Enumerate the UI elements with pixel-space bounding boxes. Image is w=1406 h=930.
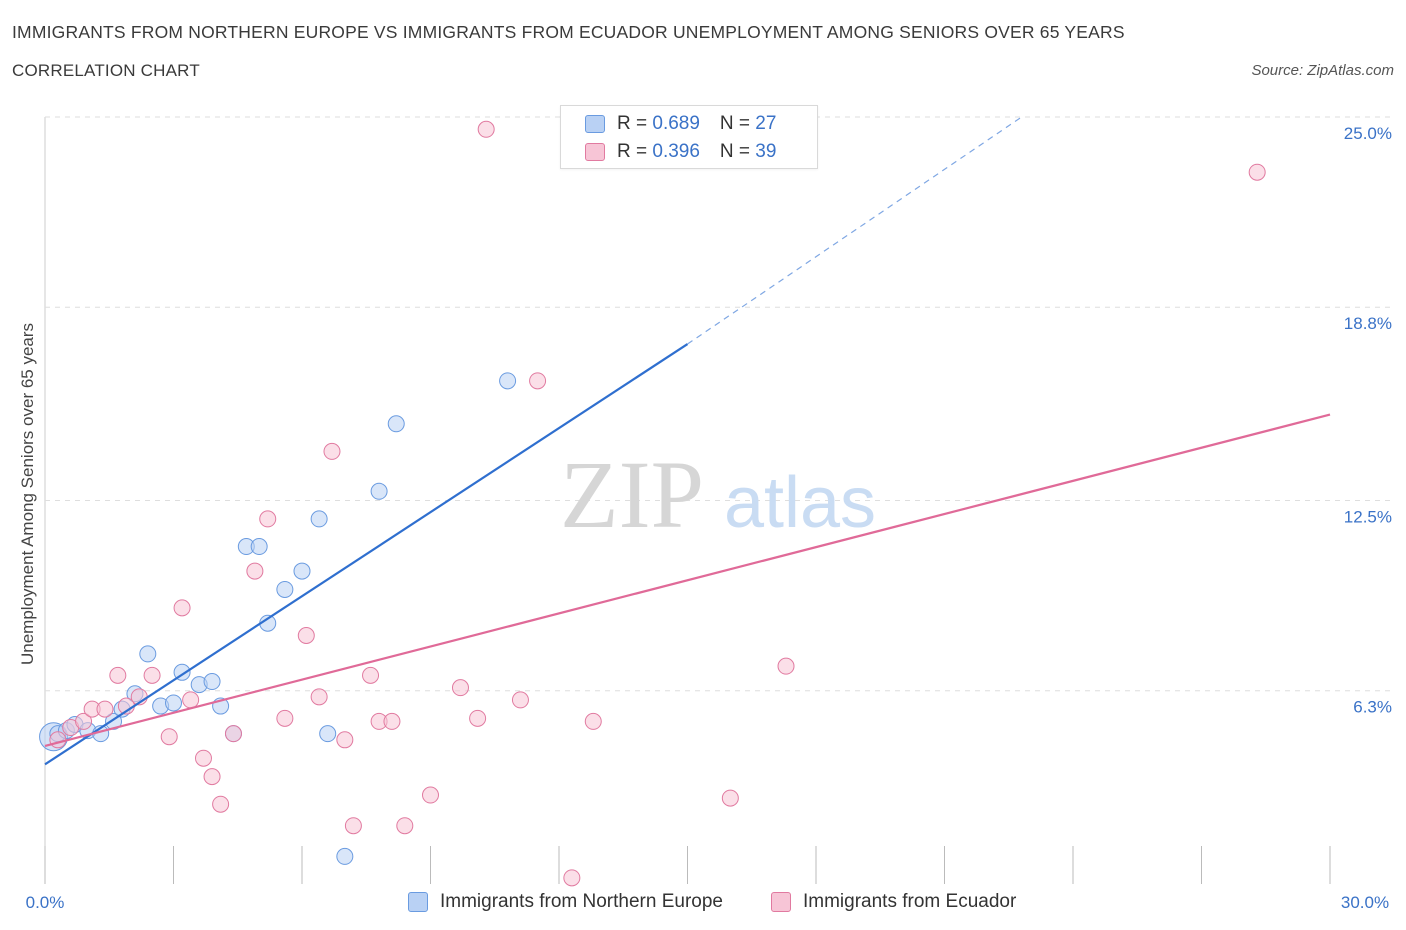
data-point: [165, 694, 182, 712]
data-point: [96, 700, 114, 718]
legend-item-northern-europe[interactable]: Immigrants from Northern Europe: [408, 889, 723, 915]
data-point: [276, 709, 294, 727]
legend-label-ecuador: Immigrants from Ecuador: [803, 891, 1017, 912]
blue-legend-icon: [408, 892, 428, 912]
legend-item-ecuador[interactable]: Immigrants from Ecuador: [771, 889, 1016, 915]
data-point: [173, 599, 191, 617]
data-point: [182, 691, 200, 709]
data-point: [297, 626, 315, 644]
data-point: [310, 510, 328, 528]
data-point: [310, 688, 328, 706]
data-point: [383, 712, 401, 730]
pink-swatch-icon: [585, 143, 605, 161]
data-point: [387, 415, 405, 433]
y-tick-label: 18.8%: [1344, 314, 1392, 333]
data-point: [212, 795, 230, 813]
y-tick-label: 25.0%: [1344, 124, 1392, 143]
legend-row-northern-europe: R = 0.689 N = 27: [585, 112, 776, 136]
data-point: [109, 666, 127, 684]
r-value-ecuador: 0.396: [652, 141, 700, 162]
chart-subtitle: CORRELATION CHART: [12, 61, 200, 80]
data-point: [336, 731, 354, 749]
data-point: [319, 725, 337, 743]
y-tick-label: 6.3%: [1353, 698, 1392, 717]
blue-swatch-icon: [585, 115, 605, 133]
data-point: [344, 817, 362, 835]
y-tick-label: 12.5%: [1344, 508, 1392, 527]
data-point: [477, 120, 495, 138]
data-point: [224, 725, 242, 743]
r-value-northern-europe: 0.689: [652, 113, 700, 134]
data-point: [276, 580, 294, 598]
legend-row-ecuador: R = 0.396 N = 39: [585, 140, 776, 164]
data-point: [194, 749, 212, 767]
data-point: [203, 768, 221, 786]
data-point: [362, 666, 380, 684]
data-point: [143, 666, 161, 684]
trend-line-extension: [687, 116, 1022, 345]
data-point: [370, 482, 388, 500]
n-value-northern-europe: 27: [755, 113, 777, 134]
data-point: [246, 562, 264, 580]
data-point: [511, 691, 529, 709]
x-tick-label: 0.0%: [26, 893, 65, 912]
data-point: [75, 712, 93, 730]
data-point: [563, 869, 581, 887]
x-tick-label: 30.0%: [1341, 893, 1389, 912]
data-point: [499, 372, 517, 390]
data-point: [250, 538, 268, 556]
data-point: [529, 372, 547, 390]
data-point: [323, 442, 341, 460]
data-point: [259, 510, 277, 528]
data-point: [1248, 163, 1266, 181]
chart-title: IMMIGRANTS FROM NORTHERN EUROPE VS IMMIG…: [12, 22, 1125, 42]
data-point: [49, 731, 67, 749]
data-point: [451, 679, 469, 697]
data-point: [203, 673, 221, 691]
data-point: [396, 817, 414, 835]
data-point: [584, 712, 602, 730]
data-point: [336, 847, 354, 865]
data-point: [139, 645, 157, 663]
data-point: [293, 562, 311, 580]
data-point: [721, 789, 739, 807]
stats-legend: R = 0.689 N = 27 R = 0.396 N = 39: [560, 105, 818, 169]
data-point: [777, 657, 795, 675]
watermark-zip: ZIP: [560, 441, 704, 548]
data-point: [469, 709, 487, 727]
data-point: [160, 728, 178, 746]
pink-legend-icon: [771, 892, 791, 912]
legend-label-northern-europe: Immigrants from Northern Europe: [440, 891, 723, 912]
trend-line-northern-europe: [44, 343, 689, 766]
n-value-ecuador: 39: [755, 141, 777, 162]
source-label: Source: ZipAtlas.com: [1251, 62, 1394, 79]
data-point: [422, 786, 439, 804]
trend-line-ecuador: [44, 413, 1331, 748]
watermark-atlas: atlas: [724, 463, 876, 543]
